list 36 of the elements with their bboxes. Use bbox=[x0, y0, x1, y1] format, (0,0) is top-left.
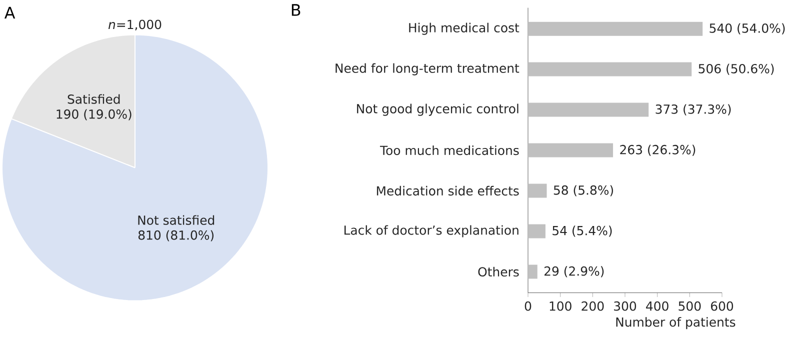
y-tick-label: Medication side effects bbox=[376, 186, 519, 196]
x-tick-label: 300 bbox=[614, 301, 636, 311]
data-label: 190 (19.0%) bbox=[56, 109, 132, 120]
x-tick-label: 600 bbox=[710, 301, 734, 311]
y-tick-label: Lack of doctor’s explanation bbox=[344, 225, 518, 238]
y-tick-label: Others bbox=[478, 267, 519, 277]
bar bbox=[528, 143, 614, 158]
y-tick-label: Not good glycemic control bbox=[357, 104, 518, 116]
bar bbox=[528, 102, 649, 117]
x-tick-label: 500 bbox=[678, 301, 701, 311]
slice-label: Not satisfied bbox=[138, 215, 214, 225]
x-tick-label: 200 bbox=[582, 301, 604, 311]
bar bbox=[528, 224, 546, 238]
x-axis-title: Number of patients bbox=[616, 317, 736, 330]
x-tick-label: 0 bbox=[524, 301, 532, 311]
y-tick-label: Need for long-term treatment bbox=[336, 63, 520, 76]
data-label: 540 (54.0%) bbox=[710, 23, 785, 34]
data-label: 263 (26.3%) bbox=[620, 144, 696, 156]
chart-title: A bbox=[4, 6, 16, 19]
x-tick-label: 400 bbox=[646, 301, 668, 311]
bar bbox=[528, 22, 703, 36]
data-label: 54 (5.4%) bbox=[552, 226, 612, 237]
y-tick-label: Too much medications bbox=[380, 146, 519, 156]
x-tick-label: 100 bbox=[550, 301, 572, 311]
text: B bbox=[292, 4, 300, 16]
bar bbox=[528, 62, 692, 76]
data-label: 58 (5.8%) bbox=[554, 185, 614, 196]
slice-label: Satisfied bbox=[68, 94, 120, 104]
data-label: 810 (81.0%) bbox=[138, 230, 214, 242]
bar bbox=[528, 184, 547, 198]
bar bbox=[528, 264, 538, 279]
data-label: 29 (2.9%) bbox=[544, 266, 604, 278]
data-label: 373 (37.3%) bbox=[656, 104, 731, 116]
y-tick-label: High medical cost bbox=[409, 22, 520, 35]
data-label: 506 (50.6%) bbox=[698, 64, 774, 75]
chart-subtitle: n=1,000 bbox=[108, 20, 162, 31]
